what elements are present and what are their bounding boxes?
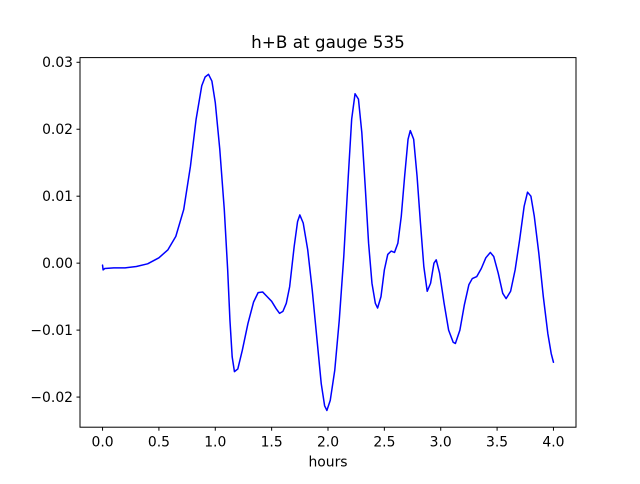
chart-title: h+B at gauge 535 [251,32,405,52]
y-tick-label: −0.02 [30,390,73,406]
x-tick-label: 2.0 [317,435,339,451]
x-axis-label: hours [308,455,347,471]
x-axis-ticks: 0.0 0.5 1.0 1.5 2.0 2.5 3.0 3.5 4.0 [91,427,565,451]
x-tick-label: 3.0 [430,435,452,451]
y-tick-label: 0.03 [42,55,73,71]
y-axis-ticks: −0.02 −0.01 0.00 0.01 0.02 0.03 [30,55,80,406]
x-tick-label: 1.5 [261,435,283,451]
x-tick-label: 0.5 [148,435,170,451]
y-tick-label: −0.01 [30,323,73,339]
y-tick-label: 0.02 [42,122,73,138]
y-tick-label: 0.00 [42,256,73,272]
x-tick-label: 1.0 [204,435,226,451]
data-line-series [101,73,555,412]
axes-frame [79,57,577,428]
x-tick-label: 3.5 [486,435,508,451]
x-tick-label: 0.0 [91,435,113,451]
x-tick-label: 4.0 [542,435,564,451]
y-tick-label: 0.01 [42,189,73,205]
x-tick-label: 2.5 [373,435,395,451]
